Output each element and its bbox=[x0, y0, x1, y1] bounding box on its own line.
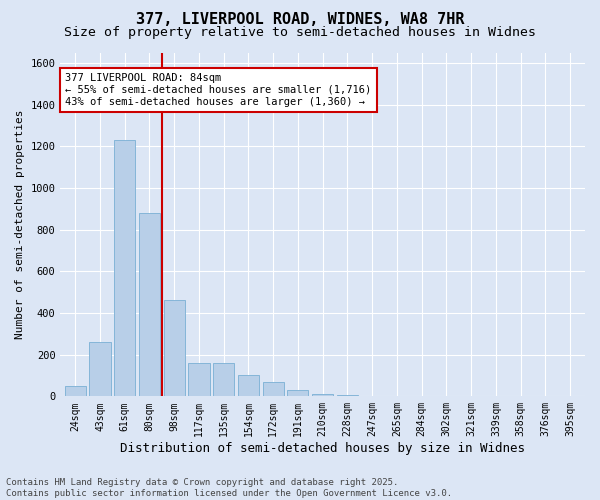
Bar bbox=[263, 382, 284, 396]
Text: 377, LIVERPOOL ROAD, WIDNES, WA8 7HR: 377, LIVERPOOL ROAD, WIDNES, WA8 7HR bbox=[136, 12, 464, 28]
Bar bbox=[139, 213, 160, 396]
Bar bbox=[312, 394, 333, 396]
Bar bbox=[89, 342, 110, 396]
X-axis label: Distribution of semi-detached houses by size in Widnes: Distribution of semi-detached houses by … bbox=[120, 442, 525, 455]
Bar bbox=[188, 363, 209, 396]
Bar bbox=[213, 363, 234, 396]
Bar bbox=[114, 140, 135, 396]
Bar bbox=[238, 376, 259, 396]
Text: Size of property relative to semi-detached houses in Widnes: Size of property relative to semi-detach… bbox=[64, 26, 536, 39]
Text: Contains HM Land Registry data © Crown copyright and database right 2025.
Contai: Contains HM Land Registry data © Crown c… bbox=[6, 478, 452, 498]
Bar bbox=[287, 390, 308, 396]
Text: 377 LIVERPOOL ROAD: 84sqm
← 55% of semi-detached houses are smaller (1,716)
43% : 377 LIVERPOOL ROAD: 84sqm ← 55% of semi-… bbox=[65, 74, 371, 106]
Bar bbox=[164, 300, 185, 396]
Bar bbox=[65, 386, 86, 396]
Y-axis label: Number of semi-detached properties: Number of semi-detached properties bbox=[15, 110, 25, 339]
